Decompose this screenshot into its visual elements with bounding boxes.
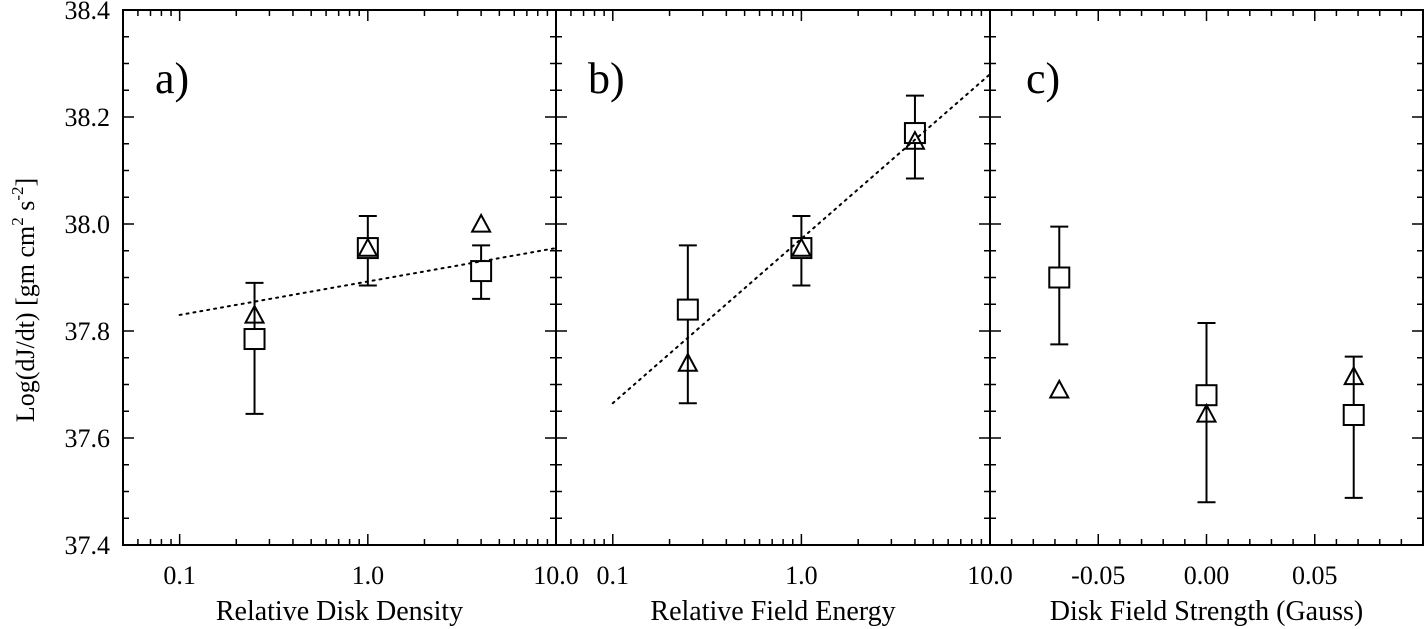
panel-c-xlabel: Disk Field Strength (Gauss) bbox=[1050, 596, 1363, 627]
square-marker bbox=[243, 328, 266, 351]
x-tick-label: 1.0 bbox=[785, 561, 818, 590]
x-tick-label: 0.00 bbox=[1184, 561, 1230, 590]
triangle-marker bbox=[1195, 402, 1218, 423]
y-tick-labels: 37.4 37.6 37.8 38.0 38.2 38.4 bbox=[65, 0, 111, 560]
y-axis-label-mid: s bbox=[11, 201, 40, 218]
x-tick-label: 10.0 bbox=[533, 561, 579, 590]
panel-c-plot: -0.05 0.00 0.05 bbox=[990, 9, 1423, 590]
panel-b-plot: 0.1 1.0 10.0 bbox=[556, 9, 1013, 590]
panel-a-xlabel: Relative Disk Density bbox=[216, 596, 463, 627]
x-tick-label: -0.05 bbox=[1071, 561, 1125, 590]
triangle-marker bbox=[1343, 365, 1365, 386]
y-tick-label: 38.2 bbox=[65, 103, 111, 132]
triangle-marker bbox=[1048, 378, 1070, 399]
y-axis-label-exp2: -2 bbox=[8, 186, 27, 200]
triangle-marker bbox=[470, 212, 492, 233]
y-tick-label: 38.0 bbox=[65, 210, 111, 239]
panel-c-label: c) bbox=[1026, 54, 1060, 103]
panel-b-label: b) bbox=[588, 54, 625, 103]
panel-a-label: a) bbox=[155, 54, 189, 103]
x-tick-label: 0.05 bbox=[1292, 561, 1338, 590]
y-tick-label: 37.8 bbox=[65, 317, 111, 346]
square-marker bbox=[1048, 266, 1071, 289]
x-tick-label: 10.0 bbox=[967, 561, 1013, 590]
y-tick-label: 37.4 bbox=[65, 531, 111, 560]
y-axis-label-prefix: Log(dJ/dt) [gm cm bbox=[11, 226, 40, 422]
panel-c: -0.05 0.00 0.05 c) Disk Field Strength (Ga… bbox=[989, 9, 1424, 627]
triangle-marker bbox=[677, 351, 699, 372]
panel-b-xlabel: Relative Field Energy bbox=[650, 596, 895, 627]
square-marker bbox=[1342, 403, 1365, 426]
triangle-marker bbox=[357, 236, 379, 257]
y-tick-label: 38.4 bbox=[65, 0, 111, 25]
x-tick-label: 0.1 bbox=[597, 561, 630, 590]
square-marker bbox=[676, 298, 699, 321]
panel-b: 0.1 1.0 10.0 b) Relative Field Energy bbox=[555, 9, 1013, 627]
triangle-marker bbox=[790, 236, 813, 257]
panel-a-plot: 0.1 1.0 10.0 bbox=[123, 9, 579, 590]
square-marker bbox=[470, 260, 493, 283]
y-axis-label-exp1: 2 bbox=[8, 217, 27, 226]
x-tick-label: 1.0 bbox=[352, 561, 385, 590]
fit-line bbox=[611, 73, 991, 405]
triangle-marker bbox=[243, 303, 266, 324]
y-tick-label: 37.6 bbox=[65, 424, 111, 453]
y-axis-label-suffix: ] bbox=[11, 178, 40, 187]
x-tick-label: 0.1 bbox=[163, 561, 196, 590]
square-marker bbox=[903, 122, 926, 145]
square-marker bbox=[1195, 384, 1218, 407]
triangle-marker bbox=[904, 129, 926, 150]
y-axis-label: Log(dJ/dt) [gm cm2 s-2] bbox=[8, 178, 40, 422]
panel-a: 0.1 1.0 10.0 a) Relative Disk Density bbox=[122, 9, 579, 627]
